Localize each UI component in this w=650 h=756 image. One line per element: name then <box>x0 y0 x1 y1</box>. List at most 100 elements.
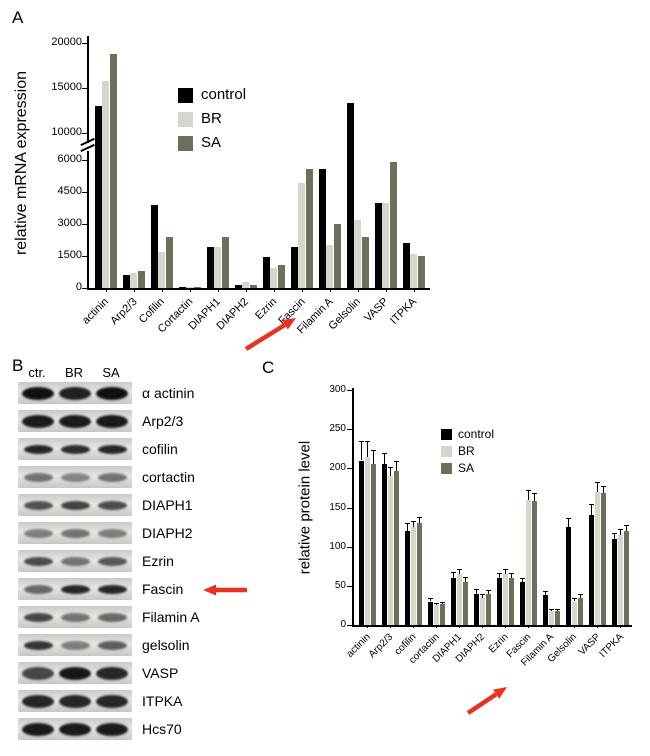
error-bar-cap <box>370 450 376 452</box>
x-tick-mark <box>574 625 576 628</box>
blot-band <box>22 694 54 708</box>
bar <box>450 578 457 625</box>
blot-strip <box>18 522 132 544</box>
blot-row-label: ITPKA <box>142 693 183 709</box>
blot-band <box>59 694 91 708</box>
y-tick-label: 300 <box>329 384 346 395</box>
bar <box>186 286 194 288</box>
bar <box>542 595 549 625</box>
blot-band <box>97 640 127 650</box>
y-tick-mark <box>347 625 352 626</box>
y-axis-line <box>87 36 89 143</box>
bar <box>298 183 306 288</box>
error-bar-cap <box>594 482 600 484</box>
error-bar-cap <box>427 598 434 600</box>
x-tick-mark <box>413 288 415 292</box>
blot-strip <box>18 662 132 684</box>
x-tick-mark <box>329 288 331 292</box>
blot-band <box>59 386 91 400</box>
x-axis-line <box>87 288 430 290</box>
bar <box>565 527 572 625</box>
bar <box>151 204 159 288</box>
error-bar-cap <box>554 608 560 610</box>
bar <box>358 460 365 625</box>
error-bar-cap <box>496 572 503 574</box>
blot-band <box>60 640 90 650</box>
legend-label: control <box>458 427 495 441</box>
bar <box>382 202 390 288</box>
error-bar <box>573 597 575 602</box>
error-bar-cap <box>358 440 365 442</box>
bar <box>263 257 271 288</box>
legend-label: BR <box>201 110 222 127</box>
error-bar <box>372 450 374 465</box>
x-tick-mark <box>133 288 135 292</box>
blot-strip <box>18 438 132 460</box>
error-bar-cap <box>393 461 399 463</box>
y-tick-label: 0 <box>340 619 346 630</box>
x-tick-mark <box>367 625 369 628</box>
error-bar-cap <box>577 593 583 595</box>
blot-band <box>97 612 127 622</box>
error-bar <box>407 523 408 531</box>
bar <box>123 275 131 288</box>
bar <box>375 202 383 288</box>
error-bar <box>481 593 483 598</box>
y-tick-mark <box>82 288 87 289</box>
blot-band <box>22 722 54 736</box>
blot-band <box>60 444 90 454</box>
blot-row-label: α actinin <box>142 385 195 401</box>
error-bar <box>430 598 431 602</box>
bar <box>137 271 145 288</box>
error-bar <box>389 466 391 477</box>
blot-row-label: cortactin <box>142 469 195 485</box>
lane-label: SA <box>102 365 120 380</box>
x-tick-mark <box>357 288 359 292</box>
x-tick-mark <box>161 288 163 292</box>
y-tick-label: 20000 <box>51 36 82 48</box>
x-axis-line <box>352 625 632 627</box>
bar <box>571 601 578 625</box>
error-bar <box>568 517 569 528</box>
bar <box>403 243 411 288</box>
bar <box>525 499 532 625</box>
bar <box>270 267 278 288</box>
error-bar-cap <box>623 524 629 526</box>
bar <box>158 251 166 288</box>
bar <box>417 256 425 288</box>
error-bar <box>412 520 414 528</box>
bar <box>554 610 561 625</box>
y-tick-mark <box>82 88 87 89</box>
error-bar <box>476 588 477 594</box>
x-tick-mark <box>245 288 247 292</box>
blot-band <box>23 528 53 538</box>
y-axis-line <box>352 388 354 626</box>
bar <box>473 593 480 625</box>
y-tick-mark <box>347 390 352 391</box>
blot-band <box>60 612 90 622</box>
error-bar-cap <box>456 569 462 571</box>
error-bar <box>361 440 362 461</box>
error-bar-cap <box>381 452 388 454</box>
blot-band <box>23 500 53 510</box>
blot-band <box>96 722 128 736</box>
bar <box>393 470 400 625</box>
bar <box>531 501 538 625</box>
legend-swatch <box>441 463 452 474</box>
error-bar-cap <box>433 603 439 605</box>
y-tick-label: 15000 <box>51 81 82 93</box>
error-bar <box>625 524 627 531</box>
error-bar-cap <box>548 608 554 610</box>
y-axis-line <box>87 151 89 289</box>
bar <box>410 527 417 625</box>
error-bar <box>579 593 581 598</box>
error-bar-cap <box>611 532 618 534</box>
bar <box>305 168 313 288</box>
y-tick-label: 50 <box>334 579 346 591</box>
blot-row-label: DIAPH1 <box>142 497 193 513</box>
bar <box>456 574 463 625</box>
y-tick-mark <box>347 507 352 509</box>
